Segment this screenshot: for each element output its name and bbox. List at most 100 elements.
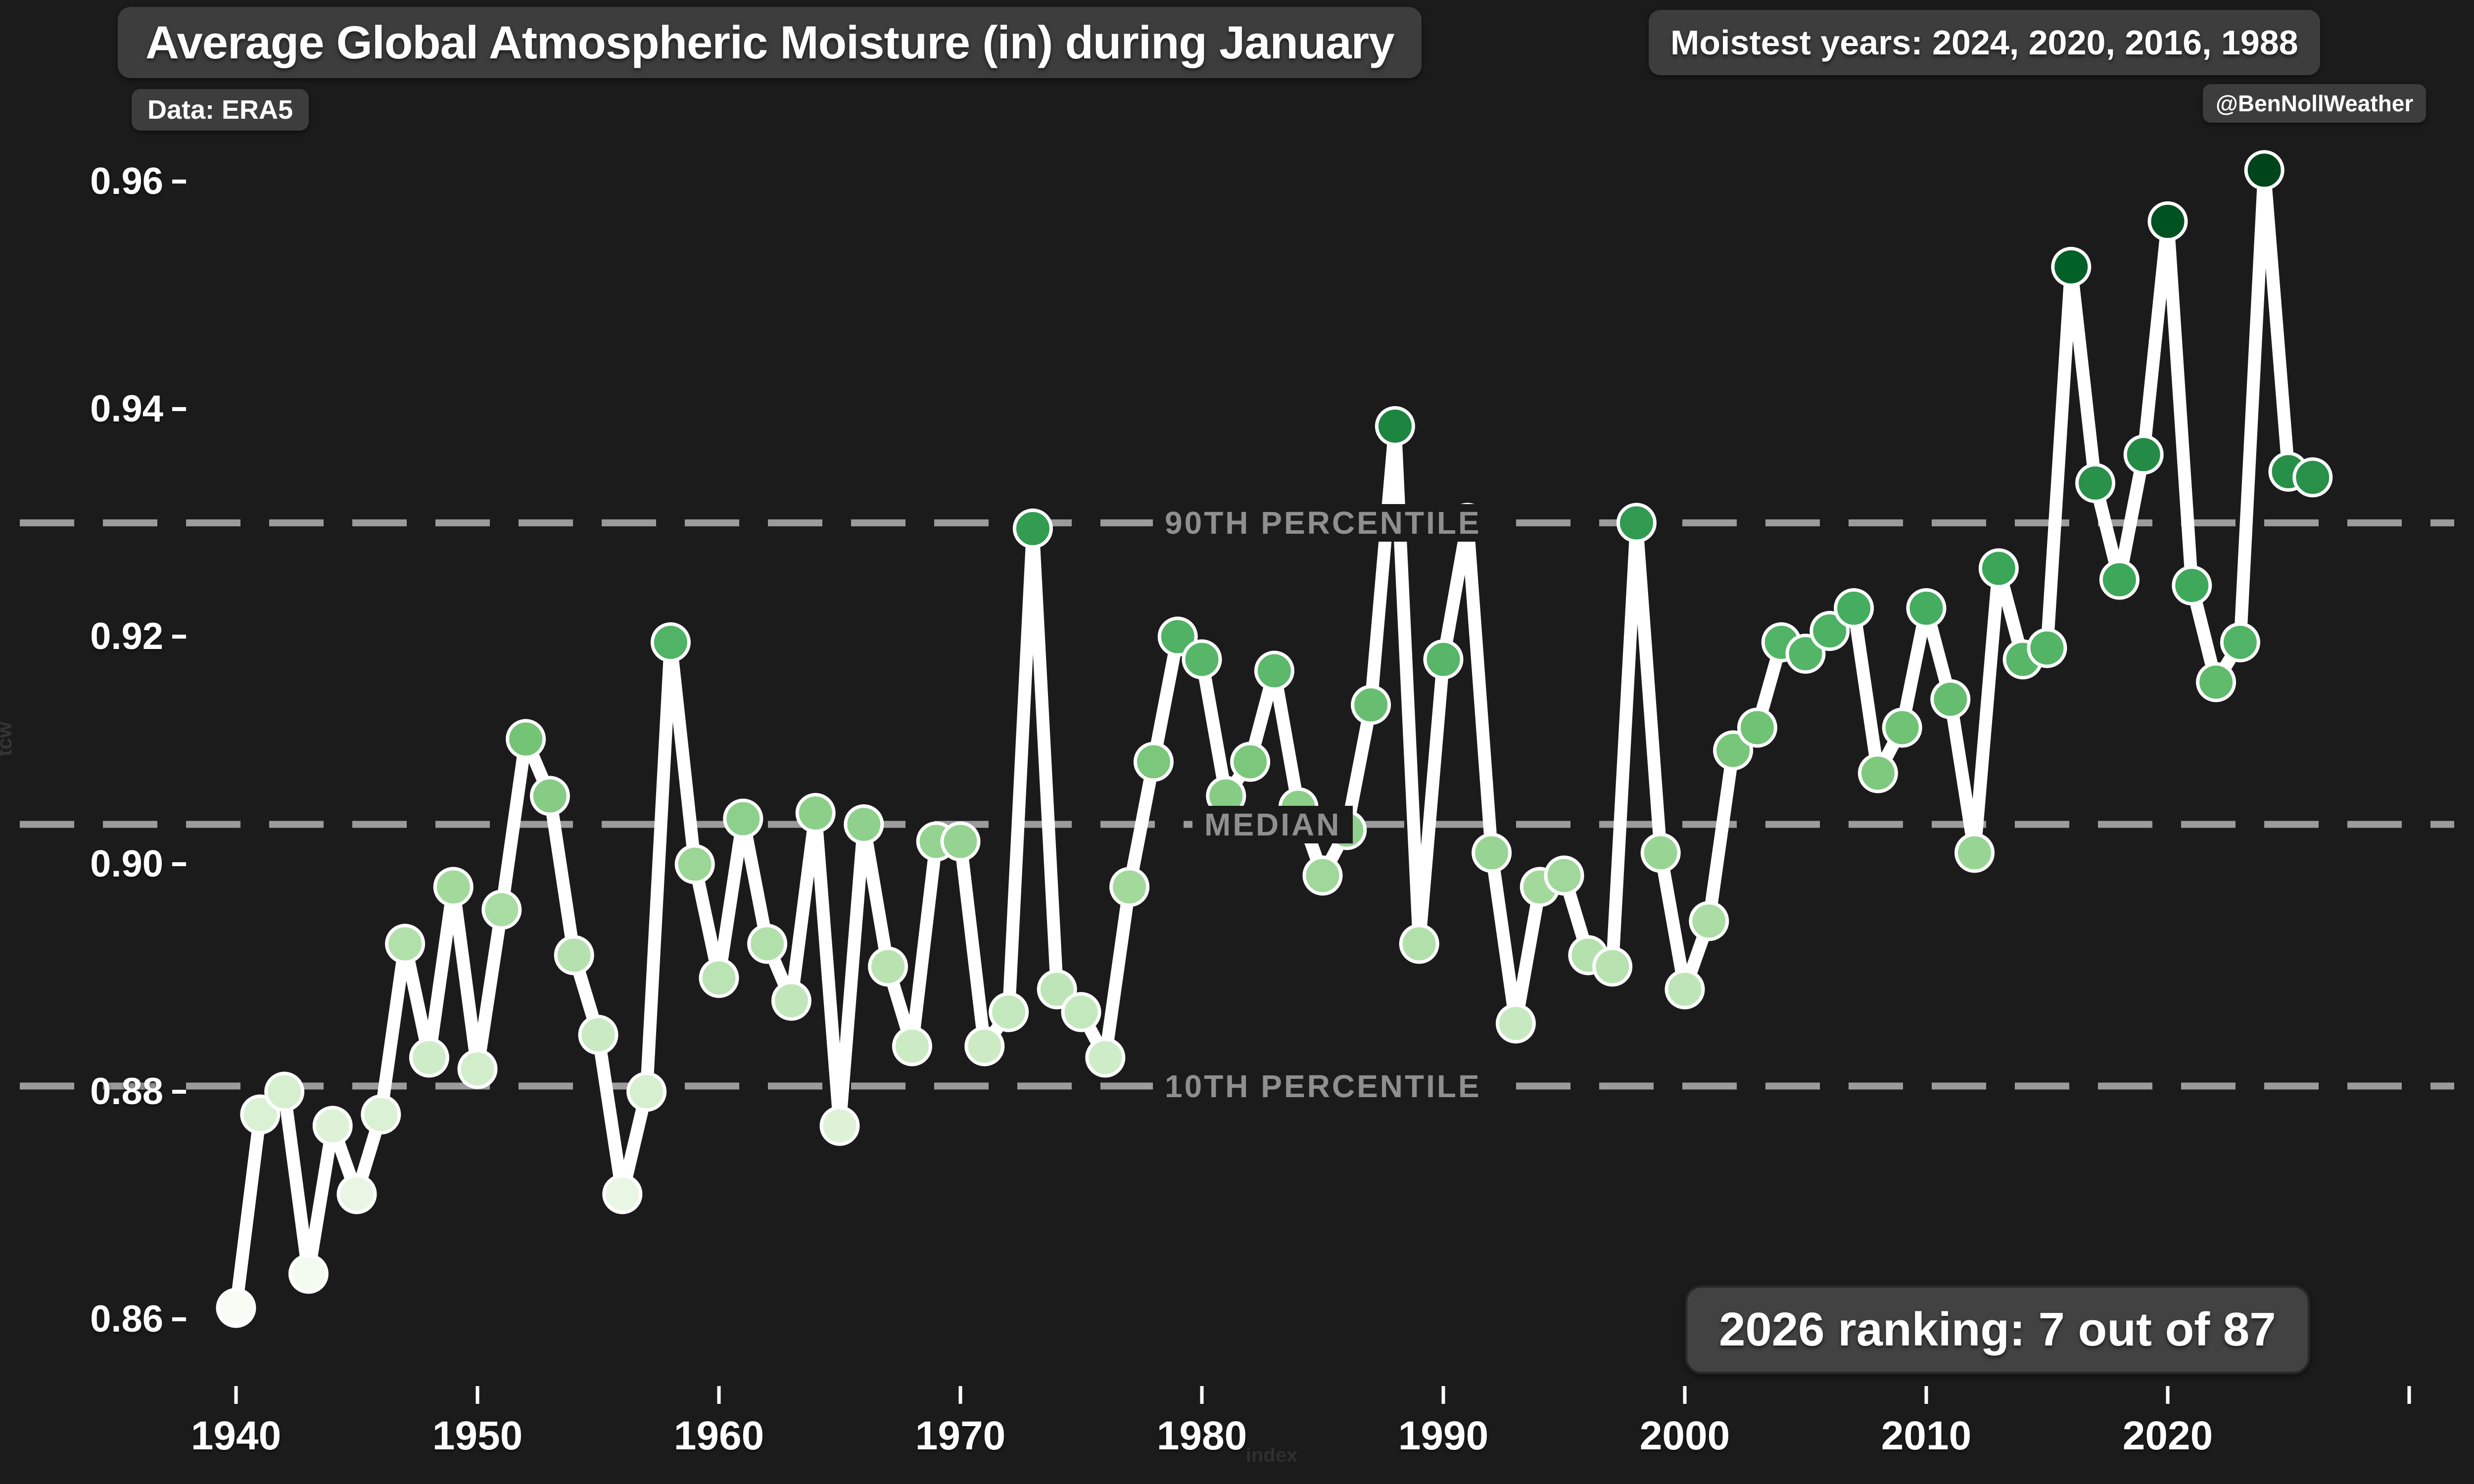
data-point-1965: [819, 1106, 860, 1146]
data-point-2022: [2196, 662, 2236, 702]
data-point-2007: [1834, 588, 1874, 628]
data-point-1952: [506, 719, 546, 759]
data-point-1985: [1302, 855, 1343, 896]
data-point-1958: [650, 622, 691, 662]
data-point-1949: [433, 867, 474, 907]
data-point-1997: [1592, 946, 1633, 987]
data-point-1950: [457, 1049, 498, 1089]
x-axis-title: index: [1245, 1444, 1298, 1466]
data-point-1963: [771, 980, 811, 1021]
data-point-2026: [2292, 457, 2333, 498]
moisture-series-line: [230, 164, 2319, 1314]
x-tick-label-1980: 1980: [1156, 1413, 1247, 1458]
data-point-1982: [1230, 742, 1271, 782]
data-point-2003: [1737, 707, 1777, 748]
data-point-2019: [2123, 434, 2164, 475]
data-point-1968: [892, 1026, 932, 1067]
data-point-1993: [1495, 1003, 1536, 1044]
data-point-1989: [1399, 924, 1439, 964]
data-point-1983: [1254, 650, 1294, 691]
data-point-1978: [1133, 742, 1174, 782]
data-point-1977: [1109, 867, 1150, 907]
data-point-1972: [989, 992, 1029, 1032]
y-tick-label-0.86: 0.86: [90, 1298, 163, 1340]
moistest-years-badge: Moistest years: 2024, 2020, 2016, 1988: [1649, 10, 2320, 75]
p90-reference-label: 90TH PERCENTILE: [1153, 504, 1493, 542]
data-point-2017: [2075, 463, 2116, 503]
data-point-2000: [1665, 969, 1705, 1010]
data-point-1960: [699, 958, 739, 998]
data-point-1967: [868, 946, 908, 987]
data-point-1957: [626, 1071, 667, 1112]
page-title: Average Global Atmospheric Moisture (in)…: [118, 7, 1422, 78]
data-point-1990: [1423, 639, 1464, 680]
data-point-1961: [723, 798, 763, 839]
x-tick-label-1970: 1970: [915, 1413, 1006, 1458]
data-point-1999: [1640, 833, 1681, 873]
data-point-1995: [1544, 855, 1584, 896]
y-tick-label-0.94: 0.94: [90, 388, 163, 430]
x-tick-label-2010: 2010: [1881, 1413, 1972, 1458]
data-point-2008: [1857, 753, 1898, 793]
y-tick-label-0.92: 0.92: [90, 615, 163, 657]
data-point-2018: [2099, 559, 2140, 600]
data-point-2021: [2172, 565, 2212, 605]
data-point-2010: [1906, 588, 1947, 628]
data-point-1954: [554, 935, 594, 975]
x-tick-label-1950: 1950: [432, 1413, 523, 1458]
data-point-1941: [240, 1094, 281, 1135]
data-point-2002: [1713, 730, 1754, 771]
data-point-1959: [674, 844, 715, 884]
data-point-1974: [1037, 969, 1077, 1010]
data-point-2001: [1689, 901, 1729, 941]
data-point-1998: [1616, 503, 1657, 543]
data-point-2009: [1882, 707, 1922, 748]
data-point-1942: [264, 1071, 305, 1112]
p10-reference-label: 10TH PERCENTILE: [1153, 1067, 1493, 1105]
data-point-1948: [409, 1037, 449, 1078]
data-point-2015: [2027, 628, 2067, 668]
data-point-1940: [216, 1288, 256, 1328]
data-point-2013: [1978, 548, 2019, 589]
y-tick-label-0.88: 0.88: [90, 1070, 163, 1113]
data-point-1951: [481, 889, 522, 930]
data-point-2011: [1930, 679, 1971, 719]
data-point-1956: [602, 1174, 643, 1214]
data-point-1953: [529, 776, 570, 816]
data-point-1962: [747, 924, 788, 964]
data-point-1976: [1085, 1037, 1126, 1078]
ranking-badge: 2026 ranking: 7 out of 87: [1685, 1285, 2310, 1374]
data-point-1970: [940, 821, 981, 862]
data-point-2024: [2244, 150, 2284, 190]
y-tick-label-0.96: 0.96: [90, 160, 163, 202]
data-point-1975: [1061, 992, 1101, 1032]
author-handle-badge: @BenNollWeather: [2203, 84, 2426, 123]
x-tick-label-1990: 1990: [1398, 1413, 1489, 1458]
data-point-1945: [336, 1174, 377, 1214]
data-point-2005: [1785, 634, 1826, 674]
data-point-1979: [1157, 616, 1198, 657]
data-point-1964: [795, 793, 836, 833]
data-point-1980: [1182, 639, 1222, 680]
data-point-1988: [1375, 406, 1415, 446]
data-point-2012: [1954, 833, 1995, 873]
data-point-2006: [1809, 611, 1850, 651]
x-tick-label-2000: 2000: [1639, 1413, 1730, 1458]
data-point-1973: [1012, 509, 1053, 549]
data-point-1944: [312, 1106, 353, 1146]
data-point-1966: [844, 804, 884, 844]
x-tick-label-1940: 1940: [190, 1413, 282, 1458]
data-point-1947: [385, 924, 426, 964]
data-point-2023: [2220, 622, 2260, 662]
data-source-badge: Data: ERA5: [132, 89, 309, 131]
data-point-1946: [361, 1094, 401, 1135]
median-reference-label: MEDIAN: [1192, 805, 1353, 843]
data-point-1943: [288, 1253, 329, 1294]
x-tick-label-1960: 1960: [673, 1413, 764, 1458]
data-point-1987: [1351, 685, 1391, 725]
data-point-2020: [2147, 201, 2188, 241]
y-tick-label-0.90: 0.90: [90, 843, 163, 885]
x-tick-label-2020: 2020: [2122, 1413, 2213, 1458]
